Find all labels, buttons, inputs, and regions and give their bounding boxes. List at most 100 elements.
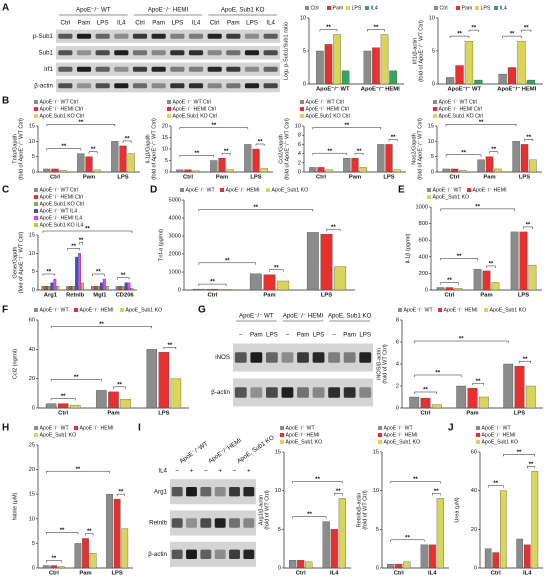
bar (494, 168, 502, 173)
significance-bracket (440, 258, 478, 261)
significance-bracket (67, 248, 80, 251)
blot-band (263, 83, 278, 89)
y-tick-label: 200 (419, 271, 428, 277)
bar (56, 286, 60, 291)
bar (170, 378, 182, 409)
legend-label: ApoE⁻/⁻ HEMI (80, 307, 114, 313)
y-tick-label: 8 (298, 133, 301, 139)
blot-band (58, 33, 73, 39)
significance-bracket (122, 140, 132, 143)
legend-swatch (476, 440, 480, 444)
legend-label: ApoE⁻/⁻ WT (482, 425, 512, 431)
bar (118, 286, 122, 291)
y-tick-label: 10 (29, 139, 35, 145)
bar (477, 159, 485, 173)
bar (89, 553, 97, 569)
blot-lane-label: IL4 (266, 20, 275, 27)
legend-label: ApoE⁻/⁻ WT Ctrl (40, 99, 79, 105)
significance-bracket (449, 35, 470, 39)
bar (455, 65, 464, 85)
y-axis-label: Nitrite (μM) (12, 492, 18, 520)
y-tick-label: 10 (429, 15, 435, 21)
blot-band (95, 83, 110, 89)
legend-swatch (34, 426, 38, 430)
bar (75, 256, 79, 291)
y-tick-label: 4 (298, 151, 301, 157)
legend-swatch (34, 107, 38, 111)
significance-bracket (413, 374, 462, 377)
y-tick-label: 15 (29, 232, 35, 238)
y-tick-label: 0 (32, 405, 35, 411)
significance-bracket (50, 379, 102, 382)
legend-swatch (398, 308, 402, 312)
blot-band (95, 66, 110, 72)
y-tick-label: 25 (29, 442, 35, 448)
legend-label: Ctrl (311, 5, 319, 11)
significance-bracket (198, 262, 257, 265)
y-tick-label: 5 (432, 48, 435, 54)
blot-band (244, 33, 260, 39)
significance-bracket (521, 29, 532, 33)
x-tick-label: LPS (518, 293, 529, 299)
y-tick-label: 15 (275, 449, 281, 455)
significance-bracket (45, 560, 62, 563)
legend-label: ApoE⁻/⁻ WT (186, 187, 216, 193)
bar (363, 50, 372, 85)
x-tick-label: IL4 (330, 571, 339, 577)
blot-band (312, 387, 325, 398)
panel-label: J (448, 423, 454, 434)
legend-swatch (300, 100, 304, 104)
blot-lane-label: LPS (313, 332, 325, 339)
blot-band (207, 83, 222, 89)
blot-band (281, 352, 294, 363)
significance-bracket (198, 283, 227, 287)
legend-label: ApoE⁻/⁻ HEMI (482, 432, 516, 438)
blot-lane-label: Ctrl (135, 20, 145, 27)
blot-row-label: Retnlb (149, 520, 167, 527)
y-tick-label: 15 (428, 123, 434, 129)
bar (499, 490, 507, 569)
bar (69, 286, 73, 291)
x-tick-label: Retnlb (66, 293, 84, 299)
legend-label: ApoE⁻/⁻ HEMI (384, 432, 418, 438)
significance-label: ** (47, 270, 52, 276)
panel-label: E (398, 185, 405, 196)
blot-band (343, 352, 356, 363)
significance-bracket (502, 35, 522, 39)
bar (106, 494, 113, 569)
significance-label: ** (96, 270, 101, 276)
bar (66, 286, 70, 291)
bar (70, 404, 81, 409)
bar (127, 153, 135, 173)
legend-label: ApoE⁻/⁻ WT (286, 425, 316, 431)
y-tick-label: 4000 (169, 215, 181, 221)
bar (482, 270, 491, 291)
significance-bracket (432, 493, 441, 496)
bar (297, 560, 305, 569)
legend-swatch (300, 114, 304, 118)
x-tick-label: Pam (83, 175, 95, 181)
bar (333, 34, 341, 85)
x-tick-label: Ctrl (50, 175, 60, 181)
bar (389, 70, 397, 85)
significance-bracket (198, 209, 314, 212)
blot-band (229, 486, 240, 497)
blot-band (200, 486, 212, 497)
bar (176, 169, 184, 173)
bar (220, 289, 233, 291)
blot-band (188, 50, 204, 56)
significance-label: ** (326, 25, 331, 31)
y-axis-label: Irf1/β-actin (412, 38, 418, 65)
y-tick-label: 0 (303, 81, 306, 87)
bar (305, 561, 313, 569)
significance-label: ** (61, 394, 66, 400)
y-tick-label: 10 (373, 488, 379, 494)
bar (409, 396, 420, 409)
x-tick-label: Ctrl (183, 175, 193, 181)
x-tick-label: ApoE⁻/⁻ WT (448, 87, 482, 93)
blot-lane-label: LPS (246, 20, 258, 27)
legend-swatch (305, 6, 309, 10)
significance-label: ** (195, 151, 200, 157)
blot-band (171, 518, 183, 528)
